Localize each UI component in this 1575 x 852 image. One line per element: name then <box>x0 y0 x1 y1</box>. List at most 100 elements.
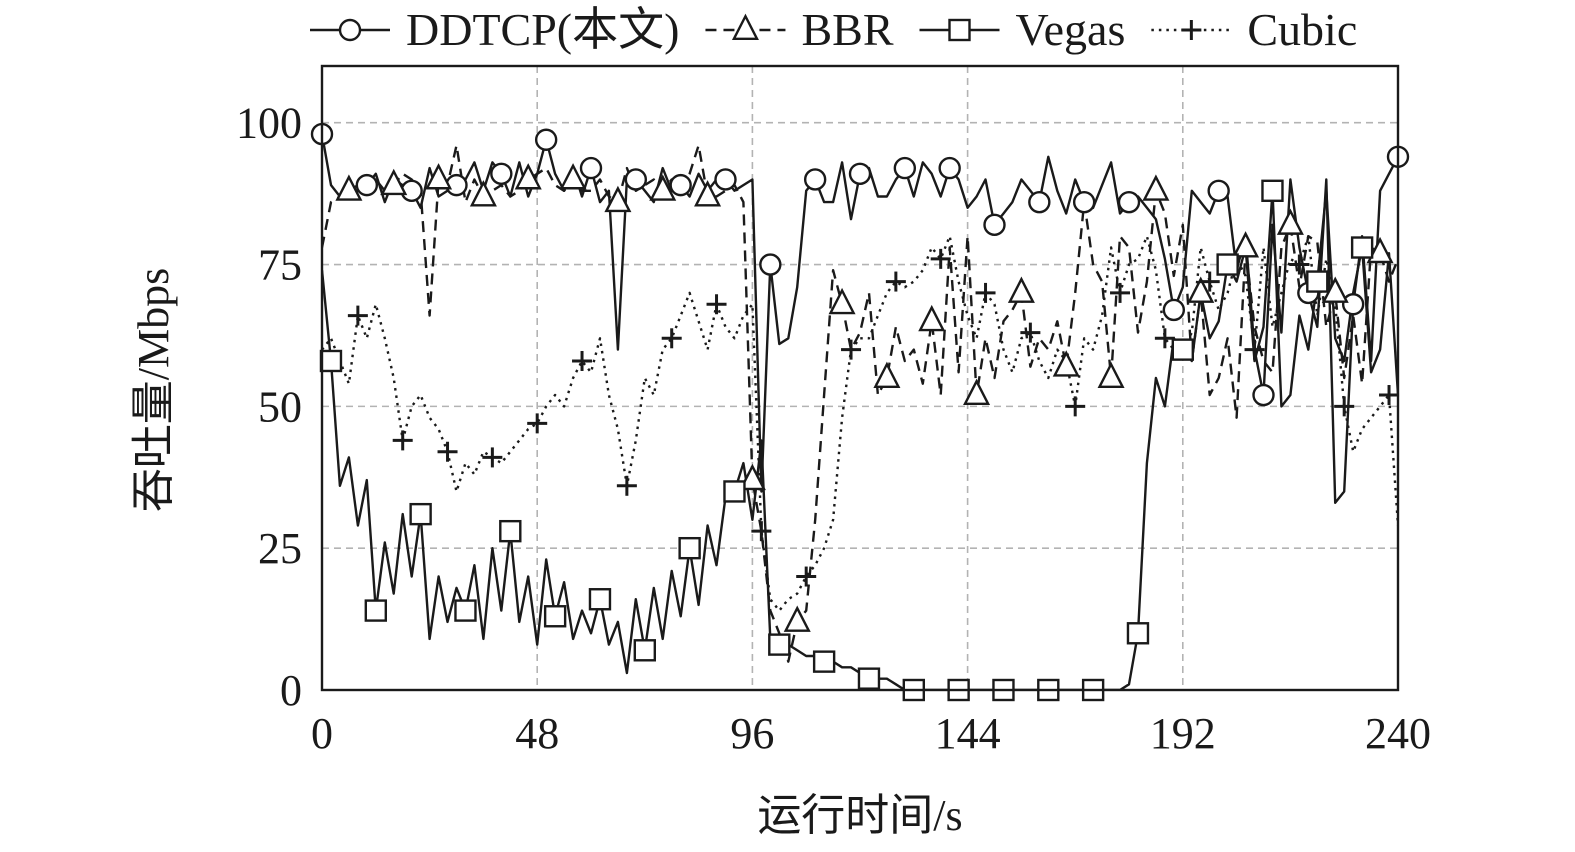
data-point-vegas <box>319 349 343 373</box>
data-point-cubic <box>1065 396 1086 417</box>
legend-item-ddtcp: DDTCP(本文) <box>310 4 679 55</box>
data-point-ddtcp <box>759 253 782 276</box>
data-point-bbr <box>1142 174 1170 201</box>
data-point-vegas <box>1126 622 1150 645</box>
legend-marker <box>948 18 971 42</box>
data-point-vegas <box>768 633 791 656</box>
data-point-cubic <box>616 475 637 496</box>
y-tick-label: 75 <box>258 241 302 290</box>
data-point-vegas <box>1306 270 1329 293</box>
data-point-bbr <box>649 174 677 201</box>
series-layer <box>322 133 1398 690</box>
data-point-ddtcp <box>1252 383 1275 407</box>
x-tick-label: 0 <box>311 709 333 758</box>
marker-layer <box>310 122 1410 702</box>
data-point-bbr <box>783 605 811 632</box>
data-point-cubic <box>930 248 951 269</box>
tick-labels: 0 48 96 144 192 240 0 25 50 75 100 <box>236 99 1431 758</box>
data-point-cubic <box>841 339 862 360</box>
grid-lines <box>322 66 1398 690</box>
data-point-cubic <box>527 413 548 434</box>
data-point-vegas <box>633 639 656 662</box>
data-point-ddtcp <box>848 162 872 185</box>
y-tick-label: 0 <box>280 666 302 715</box>
x-axis-title: 运行时间/s <box>757 791 962 840</box>
x-tick-label: 192 <box>1150 709 1216 758</box>
data-point-vegas <box>857 667 881 690</box>
data-point-vegas <box>812 650 836 673</box>
data-point-ddtcp <box>1117 190 1141 214</box>
data-point-vegas <box>454 599 477 622</box>
data-point-cubic <box>572 350 593 371</box>
data-point-cubic <box>392 430 413 451</box>
data-point-bbr <box>1366 236 1394 264</box>
data-point-bbr <box>604 185 632 213</box>
data-point-bbr <box>469 180 497 207</box>
data-point-ddtcp <box>803 168 827 191</box>
data-point-vegas <box>1216 253 1239 276</box>
data-point-bbr <box>873 361 901 388</box>
series-line-cubic <box>322 234 1398 612</box>
x-tick-label: 48 <box>515 709 559 758</box>
data-point-cubic <box>1289 254 1310 275</box>
data-point-cubic <box>796 566 817 587</box>
data-point-vegas <box>364 599 387 622</box>
data-point-cubic <box>661 328 682 349</box>
data-point-cubic <box>1244 339 1265 360</box>
data-point-vegas <box>723 480 746 503</box>
legend-label: Vegas <box>1016 4 1126 55</box>
data-point-bbr <box>380 168 408 196</box>
y-axis-title: 吞吐量/Mbps <box>129 268 178 512</box>
data-point-vegas <box>499 519 522 543</box>
data-point-vegas <box>588 588 612 611</box>
data-point-bbr <box>1276 208 1304 235</box>
data-point-bbr <box>738 463 766 491</box>
data-point-ddtcp <box>1341 293 1365 316</box>
data-point-ddtcp <box>534 128 558 151</box>
data-point-vegas <box>409 502 432 526</box>
y-tick-label: 50 <box>258 382 302 431</box>
data-point-bbr <box>514 163 542 190</box>
data-point-vegas <box>1171 338 1195 361</box>
data-point-ddtcp <box>938 156 961 180</box>
data-point-bbr <box>1321 276 1349 303</box>
data-point-cubic <box>347 305 368 326</box>
data-point-bbr <box>1052 350 1080 377</box>
legend-label: BBR <box>801 4 893 55</box>
data-point-ddtcp <box>579 156 603 180</box>
x-tick-label: 96 <box>730 709 774 758</box>
data-point-ddtcp <box>983 213 1006 237</box>
data-point-bbr <box>1187 276 1215 303</box>
legend-label: DDTCP(本文) <box>406 4 679 55</box>
data-point-ddtcp <box>1162 298 1186 322</box>
data-point-ddtcp <box>1072 190 1096 214</box>
legend-item-bbr: BBR <box>705 4 894 55</box>
data-point-bbr <box>1007 276 1035 303</box>
data-point-bbr <box>918 304 946 332</box>
data-point-bbr <box>335 174 363 201</box>
x-tick-label: 240 <box>1365 709 1431 758</box>
plot-frame <box>320 64 1400 692</box>
data-point-ddtcp <box>355 173 379 197</box>
data-point-ddtcp <box>1207 179 1230 203</box>
legend-item-cubic: Cubic <box>1151 4 1357 55</box>
data-point-cubic <box>1020 322 1041 343</box>
data-point-vegas <box>543 605 567 628</box>
data-point-cubic <box>437 441 458 462</box>
data-point-vegas <box>678 536 701 560</box>
y-tick-label: 25 <box>258 524 302 573</box>
data-point-bbr <box>694 180 722 207</box>
legend-label: Cubic <box>1247 4 1357 55</box>
data-point-cubic <box>1334 396 1355 417</box>
data-point-bbr <box>828 287 856 315</box>
data-point-cubic <box>885 271 906 292</box>
data-point-bbr <box>425 163 453 190</box>
legend: DDTCP(本文) BBR Vegas Cubic <box>310 4 1357 55</box>
series-line-bbr <box>322 144 1398 663</box>
legend-marker <box>1181 20 1202 40</box>
legend-marker <box>731 13 759 40</box>
data-point-bbr <box>1232 231 1260 258</box>
data-point-bbr <box>559 163 587 190</box>
legend-item-vegas: Vegas <box>919 4 1126 55</box>
